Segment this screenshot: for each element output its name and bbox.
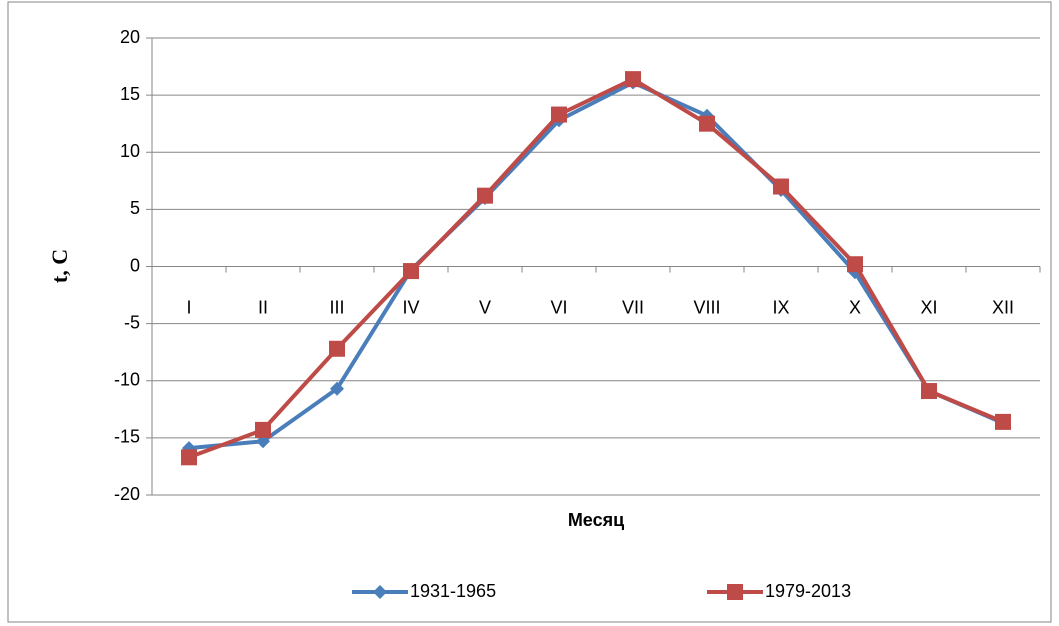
data-point [847, 256, 863, 273]
data-point [773, 178, 789, 195]
x-tick-label: IV [402, 297, 419, 317]
data-point [330, 381, 344, 396]
data-point [699, 115, 715, 132]
x-tick-label: XII [992, 297, 1014, 317]
y-tick-label: -5 [124, 312, 140, 332]
legend-marker [727, 584, 743, 600]
x-tick-label: VIII [693, 297, 720, 317]
legend-label: 1979-2013 [765, 581, 851, 601]
y-tick-label: -10 [114, 370, 140, 390]
data-point [477, 187, 493, 204]
data-point [403, 263, 419, 280]
y-axis-label: t, C [47, 249, 72, 283]
data-point [551, 106, 567, 123]
x-tick-label: VI [550, 297, 567, 317]
y-tick-label: 20 [120, 27, 140, 47]
x-tick-label: IX [772, 297, 789, 317]
chart-frame [7, 1, 1052, 623]
x-tick-label: I [186, 297, 191, 317]
y-tick-label: 5 [130, 198, 140, 218]
x-tick-label: VII [622, 297, 644, 317]
x-tick-label: II [258, 297, 268, 317]
x-tick-label: XI [920, 297, 937, 317]
x-tick-label: V [479, 297, 491, 317]
x-tick-label: X [849, 297, 861, 317]
y-tick-label: -15 [114, 427, 140, 447]
data-point [181, 449, 197, 466]
series-line [188, 80, 1004, 451]
y-tick-label: 10 [120, 141, 140, 161]
data-point [995, 413, 1011, 430]
series-line [188, 77, 1004, 460]
legend-marker [373, 585, 387, 599]
data-point [625, 71, 641, 88]
data-point [255, 421, 271, 438]
x-axis-label: Месяц [568, 510, 624, 530]
data-point [921, 383, 937, 400]
legend-label: 1931-1965 [410, 581, 496, 601]
x-tick-label: III [329, 297, 344, 317]
y-tick-label: -20 [114, 484, 140, 504]
y-tick-label: 0 [130, 255, 140, 275]
data-point [329, 340, 345, 357]
y-tick-label: 15 [120, 84, 140, 104]
